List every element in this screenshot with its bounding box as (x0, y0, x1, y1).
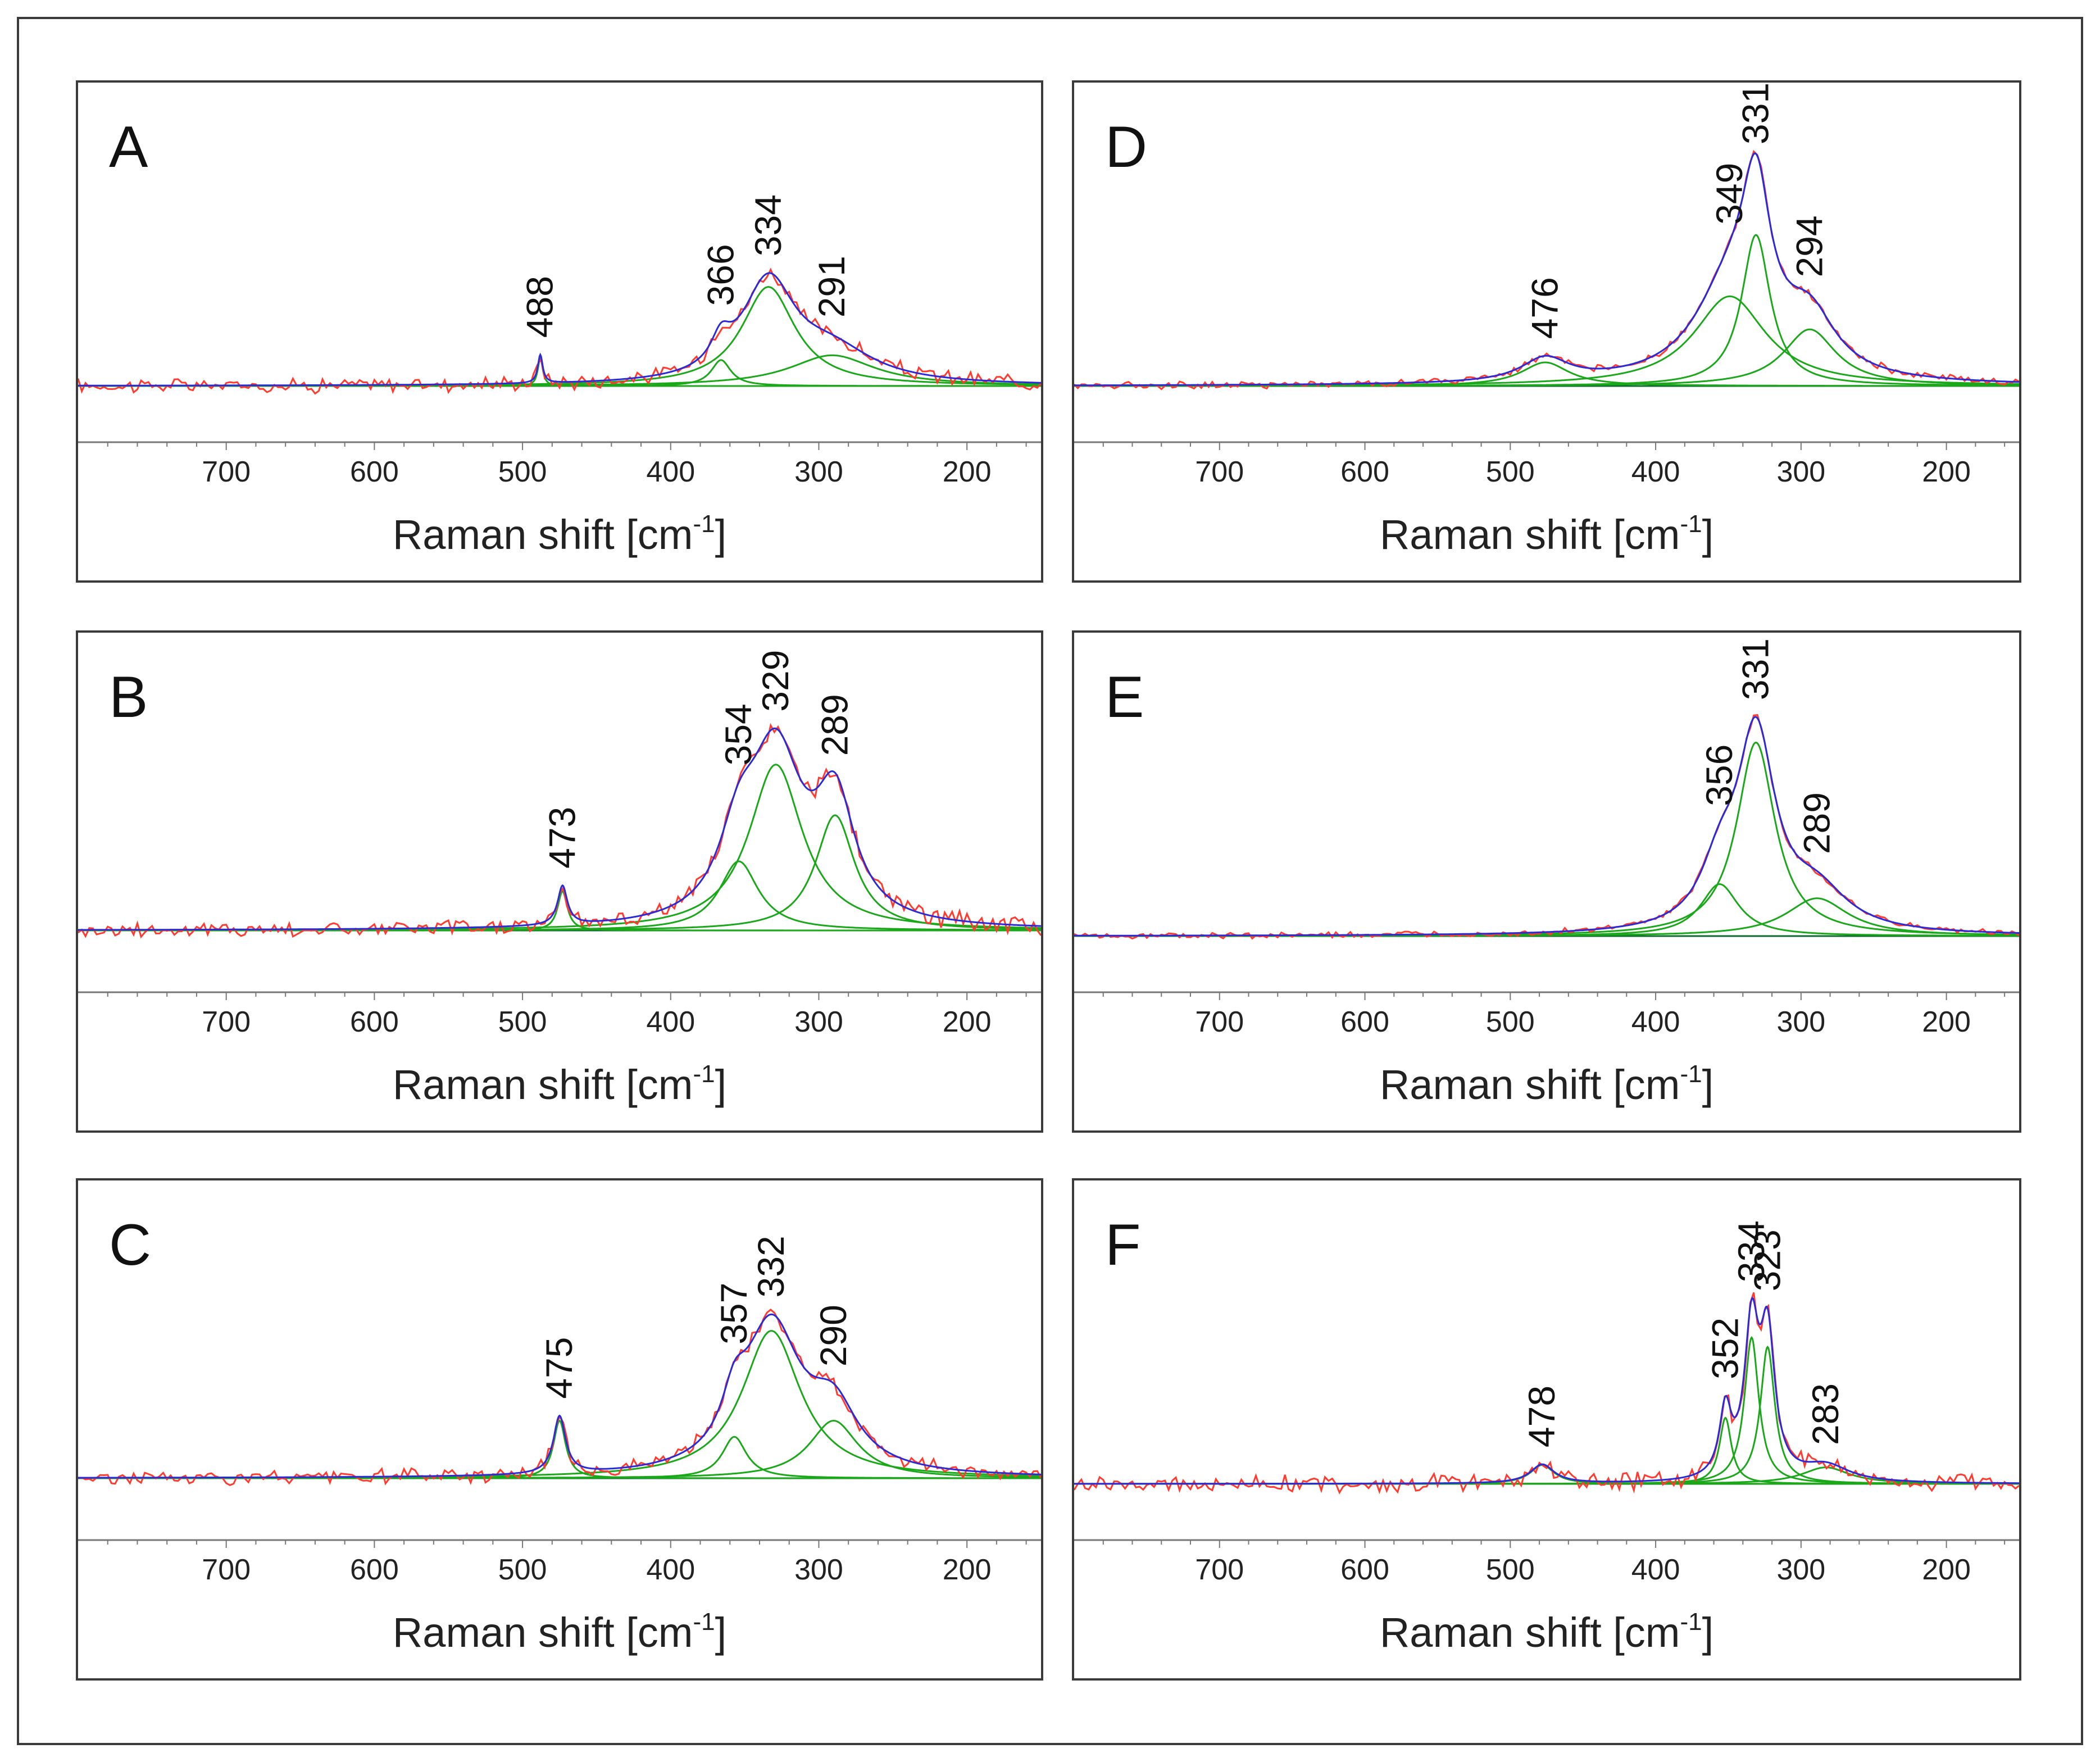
panel-letter: A (109, 115, 148, 180)
peak-label-349: 349 (1708, 163, 1750, 225)
cumulative-fit-line (78, 727, 1041, 931)
peak-label-478: 478 (1521, 1386, 1562, 1447)
peak-label-294: 294 (1788, 215, 1830, 277)
peak-label-283: 283 (1804, 1383, 1846, 1445)
x-tick-label: 400 (1631, 1006, 1680, 1038)
peak-label-331: 331 (1735, 638, 1776, 700)
peak-label-366: 366 (699, 244, 741, 306)
spectrum-panel-a: A 488 366 334 291 700 600 500 400 300 200 Raman shi… (76, 80, 1043, 583)
spectrum-chart-e: E 356 331 289 700 600 500 400 300 200 Raman shift … (1074, 638, 2019, 1108)
x-tick-label: 600 (350, 1006, 399, 1038)
x-tick-label: 700 (202, 1554, 251, 1586)
panel-letter: E (1105, 665, 1144, 730)
peak-label-290: 290 (812, 1305, 854, 1366)
measured-spectrum-line (1074, 149, 2019, 390)
peak-label-289: 289 (1796, 792, 1837, 854)
x-tick-label: 700 (1195, 1006, 1244, 1038)
peak-label-475: 475 (538, 1337, 580, 1398)
peak-label-354: 354 (717, 703, 759, 765)
x-tick-label: 400 (646, 456, 695, 488)
x-axis-title: Raman shift [cm-1] (1380, 510, 1713, 558)
cumulative-fit-line (1074, 1297, 2019, 1485)
x-tick-label: 700 (1195, 456, 1244, 488)
x-tick-label: 400 (1631, 456, 1680, 488)
x-tick-label: 400 (646, 1554, 695, 1586)
fit-component-475 (78, 1419, 1041, 1479)
peak-label-352: 352 (1704, 1318, 1746, 1379)
figure-frame (17, 17, 2083, 1745)
x-axis-title: Raman shift [cm-1] (393, 1060, 726, 1108)
peak-label-476: 476 (1524, 277, 1565, 339)
x-tick-label: 300 (794, 456, 843, 488)
peak-label-331: 331 (1735, 83, 1776, 144)
x-tick-label: 600 (350, 1554, 399, 1586)
peak-label-334: 334 (1730, 1220, 1772, 1282)
panel-letter: B (109, 665, 148, 730)
x-tick-label: 500 (1486, 456, 1535, 488)
x-tick-label: 200 (1922, 1006, 1971, 1038)
panel-letter: F (1105, 1212, 1141, 1278)
x-axis-title: Raman shift [cm-1] (1380, 1060, 1713, 1108)
x-tick-label: 600 (1340, 1554, 1389, 1586)
spectrum-panel-f: F 478 352 334 323 283 700 600 500 400 300 200 Raman … (1072, 1178, 2021, 1681)
peak-label-291: 291 (811, 256, 852, 317)
x-tick-label: 300 (1776, 1554, 1825, 1586)
x-tick-label: 300 (794, 1006, 843, 1038)
cumulative-fit-line (1074, 716, 2019, 937)
x-tick-label: 600 (1340, 1006, 1389, 1038)
x-tick-label: 600 (350, 456, 399, 488)
peak-label-329: 329 (754, 650, 796, 712)
cumulative-fit-line (78, 1313, 1041, 1479)
x-axis-title: Raman shift [cm-1] (393, 1608, 726, 1656)
x-tick-label: 400 (1631, 1554, 1680, 1586)
cumulative-fit-line (78, 272, 1041, 387)
x-tick-label: 200 (943, 456, 992, 488)
spectrum-panel-c: C 475 357 332 290 700 600 500 400 300 200 Raman shi… (76, 1178, 1043, 1681)
x-tick-label: 600 (1340, 456, 1389, 488)
peak-label-488: 488 (519, 276, 561, 338)
x-tick-label: 500 (1486, 1554, 1535, 1586)
measured-spectrum-line (1074, 714, 2019, 940)
x-tick-label: 200 (943, 1006, 992, 1038)
x-tick-label: 700 (202, 456, 251, 488)
panel-letter: D (1105, 115, 1147, 180)
spectrum-panel-e: E 356 331 289 700 600 500 400 300 200 Raman shift … (1072, 630, 2021, 1133)
x-tick-label: 200 (1922, 1554, 1971, 1586)
x-tick-label: 500 (498, 1006, 547, 1038)
peak-label-473: 473 (541, 807, 583, 869)
spectrum-panel-b: B 473 354 329 289 700 600 500 400 300 200 Raman shi… (76, 630, 1043, 1133)
cumulative-fit-line (1074, 152, 2019, 387)
x-tick-label: 400 (646, 1006, 695, 1038)
measured-spectrum-line (78, 267, 1041, 395)
x-tick-label: 200 (1922, 456, 1971, 488)
peak-label-289: 289 (813, 694, 855, 756)
x-tick-label: 500 (498, 456, 547, 488)
x-tick-label: 500 (498, 1554, 547, 1586)
peak-label-356: 356 (1698, 744, 1740, 806)
fit-component-356 (1074, 883, 2019, 937)
x-tick-label: 300 (1776, 1006, 1825, 1038)
panel-letter: C (109, 1212, 151, 1278)
peak-label-332: 332 (750, 1236, 792, 1297)
x-tick-label: 500 (1486, 1006, 1535, 1038)
x-tick-label: 300 (1776, 456, 1825, 488)
x-tick-label: 700 (202, 1006, 251, 1038)
x-axis-title: Raman shift [cm-1] (393, 510, 726, 558)
peak-label-334: 334 (747, 194, 789, 256)
fit-component-331 (1074, 742, 2019, 937)
peak-label-357: 357 (713, 1283, 754, 1345)
x-tick-label: 700 (1195, 1554, 1244, 1586)
spectrum-chart-d: D 476 349 331 294 700 600 500 400 300 200 Raman shi… (1074, 83, 2019, 558)
x-axis-title: Raman shift [cm-1] (1380, 1608, 1713, 1656)
peak-label-323: 323 (1746, 1229, 1788, 1291)
fit-component-290 (78, 1419, 1041, 1479)
x-tick-label: 200 (943, 1554, 992, 1586)
x-tick-label: 300 (794, 1554, 843, 1586)
spectrum-panel-d: D 476 349 331 294 700 600 500 400 300 200 Raman shi… (1072, 80, 2021, 583)
